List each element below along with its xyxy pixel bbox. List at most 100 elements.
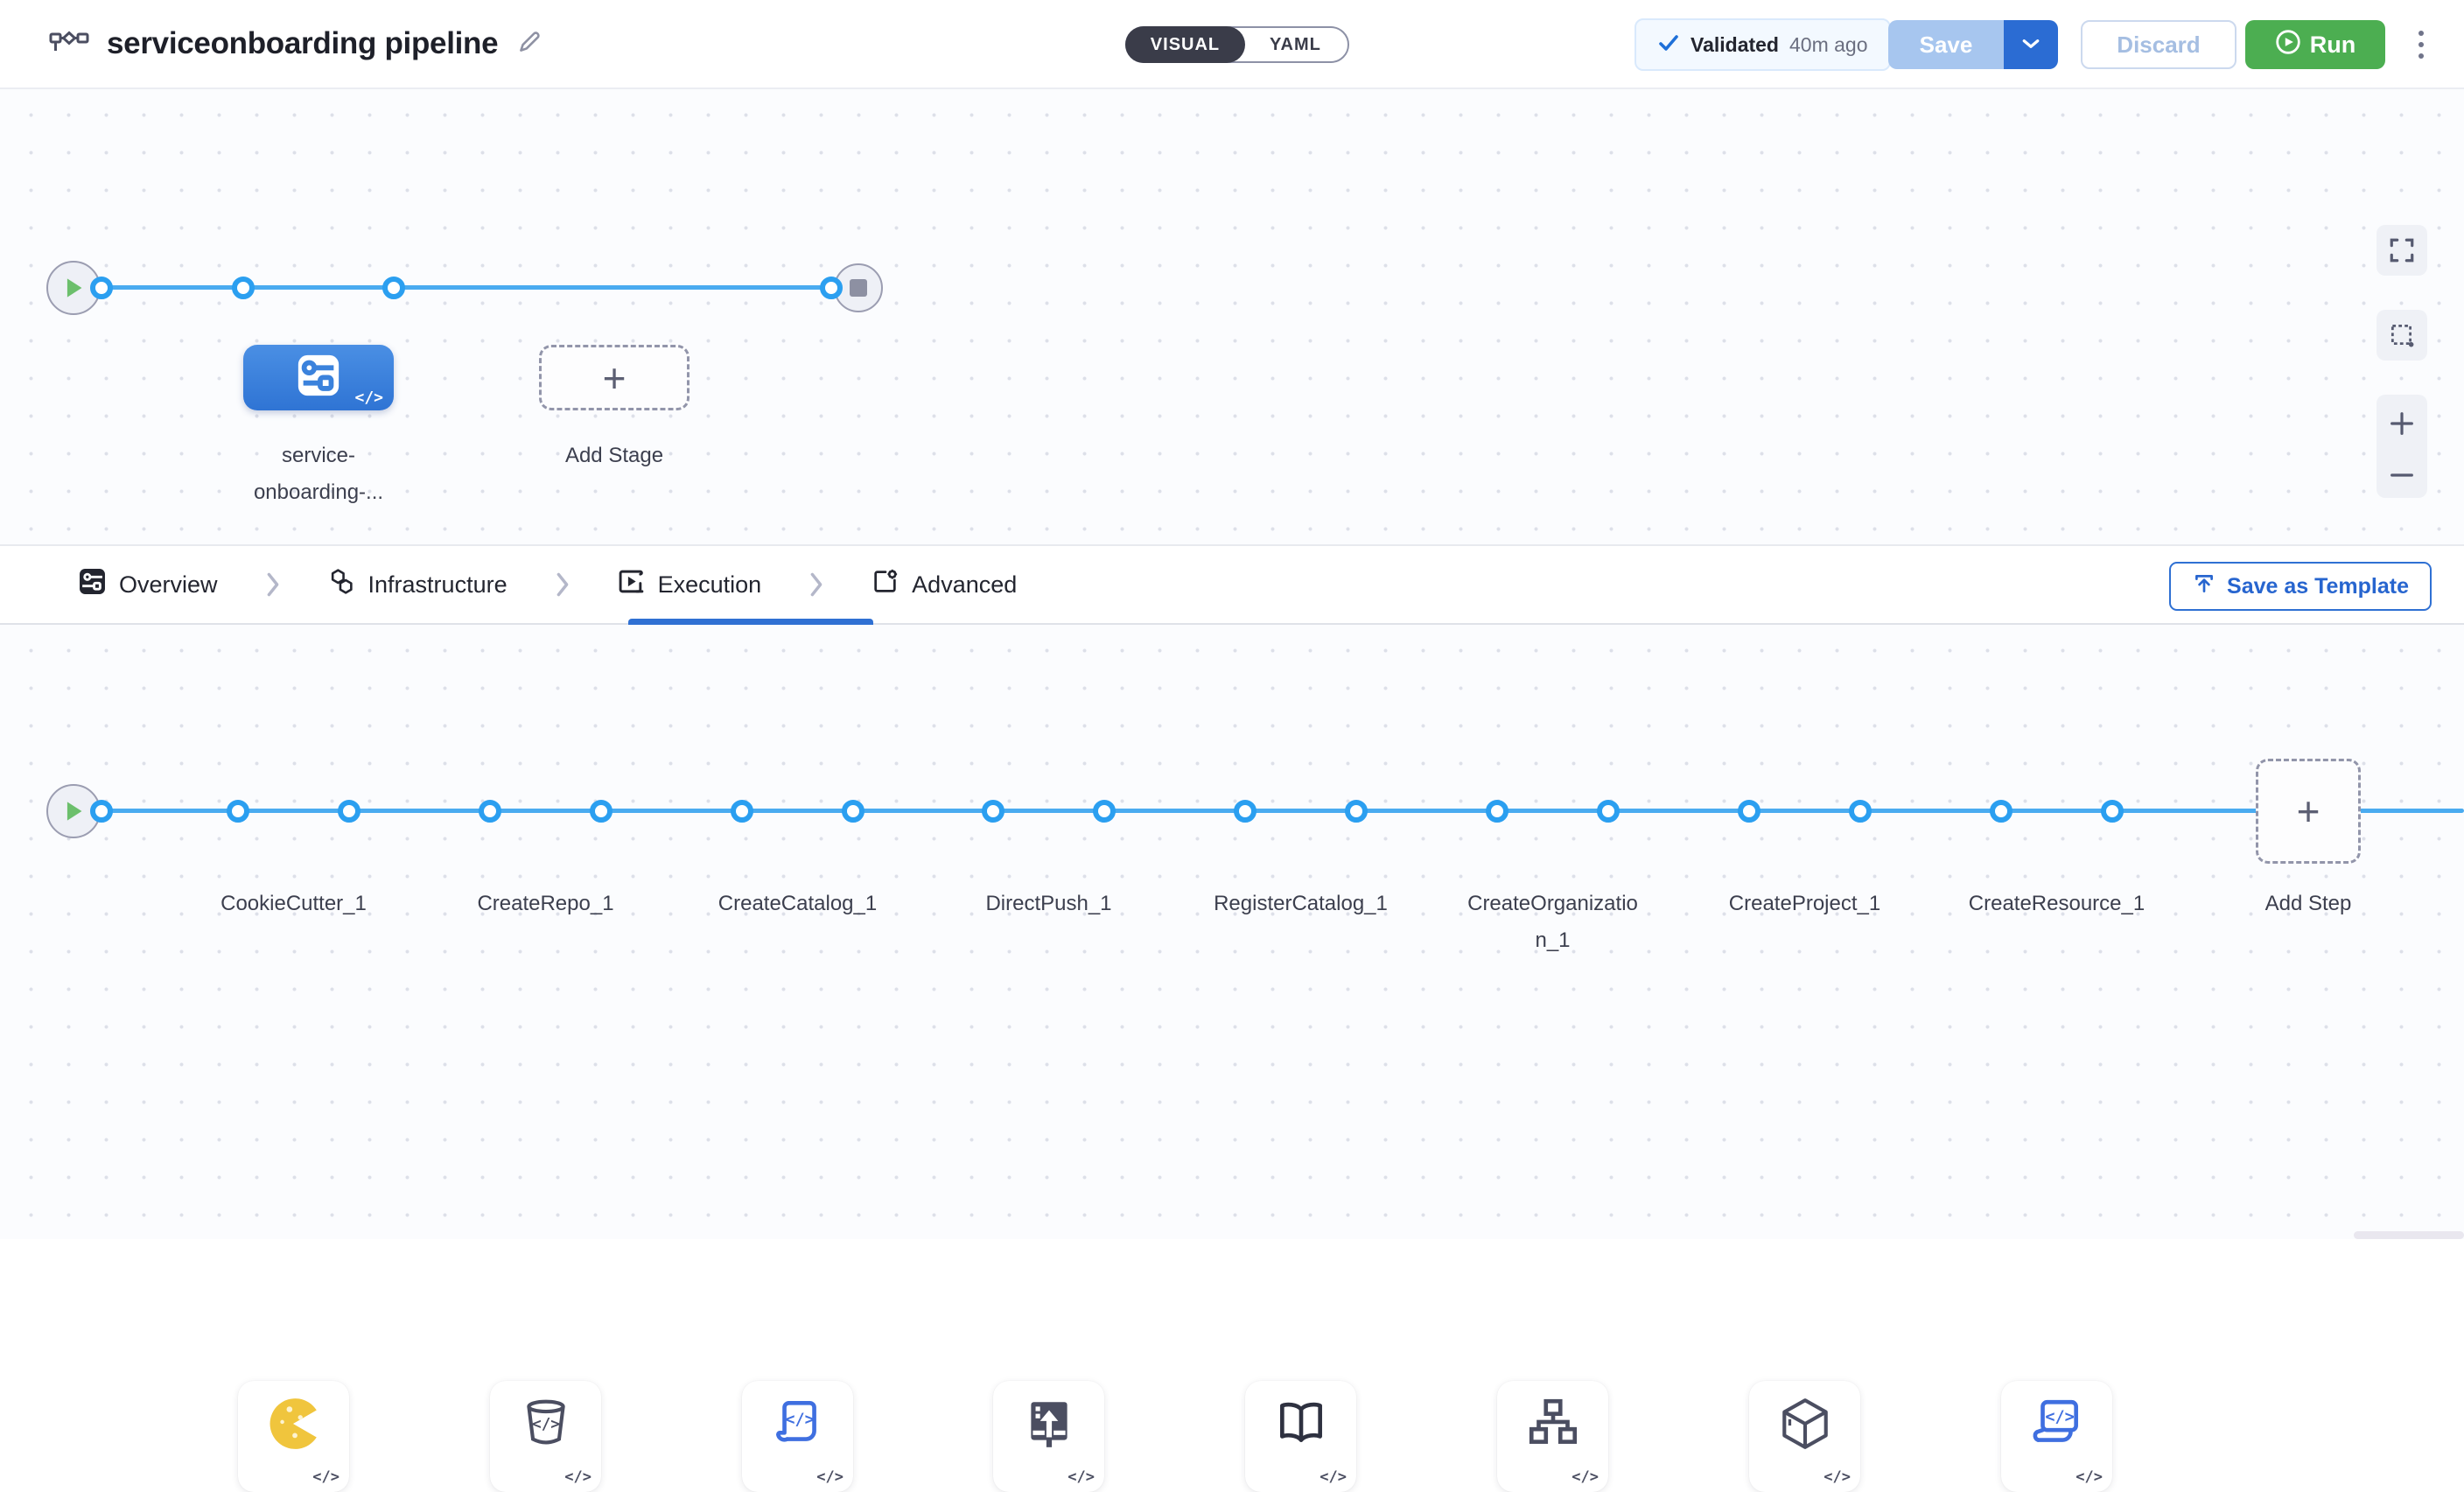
execution-icon [618, 568, 645, 601]
stage-icon [295, 352, 342, 403]
step-label: DirectPush_1 [985, 892, 1112, 915]
step-port[interactable] [1849, 800, 1872, 823]
step-port[interactable] [1738, 800, 1760, 823]
edit-title-icon[interactable] [515, 28, 543, 60]
tab-overview[interactable]: Overview [79, 568, 218, 601]
step-node-registercatalog[interactable]: </> [1245, 1381, 1356, 1492]
step-code-badge[interactable]: </> [1572, 1468, 1599, 1486]
stage-port[interactable] [382, 277, 405, 299]
run-play-icon [2275, 29, 2301, 61]
register-catalog-icon [1272, 1395, 1330, 1457]
stage-connector-line [74, 285, 858, 290]
cookiecutter-icon [265, 1395, 323, 1457]
svg-text:</>: </> [2045, 1408, 2075, 1426]
more-options-button[interactable] [2401, 25, 2441, 65]
svg-text:</>: </> [785, 1411, 815, 1429]
tab-execution-label: Execution [657, 571, 762, 598]
step-code-badge[interactable]: </> [2076, 1468, 2103, 1486]
chevron-right-icon [265, 571, 281, 598]
step-port[interactable] [2101, 800, 2124, 823]
step-port[interactable] [1486, 800, 1508, 823]
step-port[interactable] [1990, 800, 2012, 823]
stage-node-label: service-onboarding-... [253, 444, 384, 504]
step-port[interactable] [338, 800, 360, 823]
zoom-out-button[interactable] [2387, 469, 2417, 484]
chevron-right-icon [555, 571, 570, 598]
step-port[interactable] [90, 800, 113, 823]
marquee-select-button[interactable] [2376, 310, 2427, 361]
step-port[interactable] [731, 800, 753, 823]
zoom-controls [2376, 395, 2427, 498]
run-button[interactable]: Run [2245, 20, 2385, 69]
step-node-createproject[interactable]: </> [1749, 1381, 1860, 1492]
step-code-badge[interactable]: </> [816, 1468, 844, 1486]
run-label: Run [2309, 31, 2356, 58]
active-tab-indicator [628, 619, 873, 625]
save-button[interactable]: Save [1888, 20, 2004, 69]
step-port[interactable] [590, 800, 612, 823]
step-code-badge[interactable]: </> [1320, 1468, 1347, 1486]
horizontal-scrollbar-thumb[interactable] [2354, 1231, 2464, 1239]
step-label: CookieCutter_1 [220, 892, 367, 915]
check-icon [1657, 32, 1680, 59]
tab-advanced[interactable]: Advanced [872, 568, 1017, 601]
add-step-node[interactable]: + [2256, 759, 2361, 864]
plus-icon: + [2296, 788, 2320, 834]
step-port[interactable] [1093, 800, 1116, 823]
create-project-icon [1776, 1395, 1834, 1457]
step-port[interactable] [982, 800, 1004, 823]
step-label: CreateOrganization_1 [1467, 892, 1638, 952]
stage-canvas[interactable]: </> service-onboarding-... + Add Stage [0, 89, 2464, 544]
step-node-directpush[interactable]: </> [993, 1381, 1104, 1492]
plus-icon: + [602, 354, 626, 401]
upload-icon [2192, 571, 2216, 602]
step-label: CreateRepo_1 [477, 892, 614, 915]
step-label: CreateCatalog_1 [718, 892, 878, 915]
create-repo-icon: </> [517, 1395, 575, 1457]
zoom-in-button[interactable] [2387, 409, 2417, 441]
stage-port[interactable] [820, 277, 843, 299]
step-label: CreateResource_1 [1968, 892, 2146, 915]
stage-code-badge[interactable]: </> [354, 389, 383, 407]
step-node-createresource[interactable]: </> </> [2001, 1381, 2112, 1492]
direct-push-icon [1020, 1395, 1078, 1457]
fit-to-screen-button[interactable] [2376, 225, 2427, 276]
step-node-createcatalog[interactable]: </> </> [742, 1381, 853, 1492]
step-code-badge[interactable]: </> [564, 1468, 592, 1486]
tab-execution[interactable]: Execution [618, 568, 762, 601]
save-as-template-button[interactable]: Save as Template [2169, 562, 2432, 611]
add-step-label: Add Step [2264, 892, 2352, 915]
step-port[interactable] [1345, 800, 1368, 823]
stage-config-tabs: Overview Infrastructure Execution [0, 544, 2464, 625]
step-port[interactable] [479, 800, 501, 823]
create-catalog-icon: </> [769, 1395, 827, 1457]
stage-port[interactable] [90, 277, 113, 299]
svg-text:</>: </> [532, 1416, 560, 1433]
step-code-badge[interactable]: </> [1824, 1468, 1851, 1486]
step-node-cookiecutter[interactable]: </> [238, 1381, 349, 1492]
validation-time: 40m ago [1788, 32, 1868, 56]
stage-node-service-onboarding[interactable]: </> [243, 345, 394, 410]
tab-infrastructure[interactable]: Infrastructure [328, 568, 508, 601]
save-split-button: Save [1888, 20, 2058, 69]
step-port[interactable] [1234, 800, 1256, 823]
infrastructure-icon [328, 568, 355, 601]
validation-badge[interactable]: Validated 40m ago [1634, 18, 1891, 71]
step-code-badge[interactable]: </> [1068, 1468, 1095, 1486]
step-port[interactable] [842, 800, 864, 823]
step-code-badge[interactable]: </> [312, 1468, 340, 1486]
execution-canvas[interactable]: </> </> </> </> </> </> </> </> </ [0, 625, 2464, 1492]
step-node-createorganization[interactable]: </> [1497, 1381, 1608, 1492]
step-port[interactable] [1597, 800, 1620, 823]
create-organization-icon [1524, 1395, 1582, 1457]
discard-button[interactable]: Discard [2081, 20, 2236, 69]
step-node-createrepo[interactable]: </> </> [490, 1381, 601, 1492]
toggle-visual[interactable]: VISUAL [1125, 26, 1245, 63]
page-title: serviceonboarding pipeline [107, 26, 499, 60]
add-stage-node[interactable]: + [539, 345, 690, 410]
save-options-button[interactable] [2004, 20, 2058, 69]
step-port[interactable] [227, 800, 249, 823]
stage-port[interactable] [232, 277, 255, 299]
validation-status: Validated [1690, 32, 1779, 56]
toggle-yaml[interactable]: YAML [1270, 34, 1321, 54]
